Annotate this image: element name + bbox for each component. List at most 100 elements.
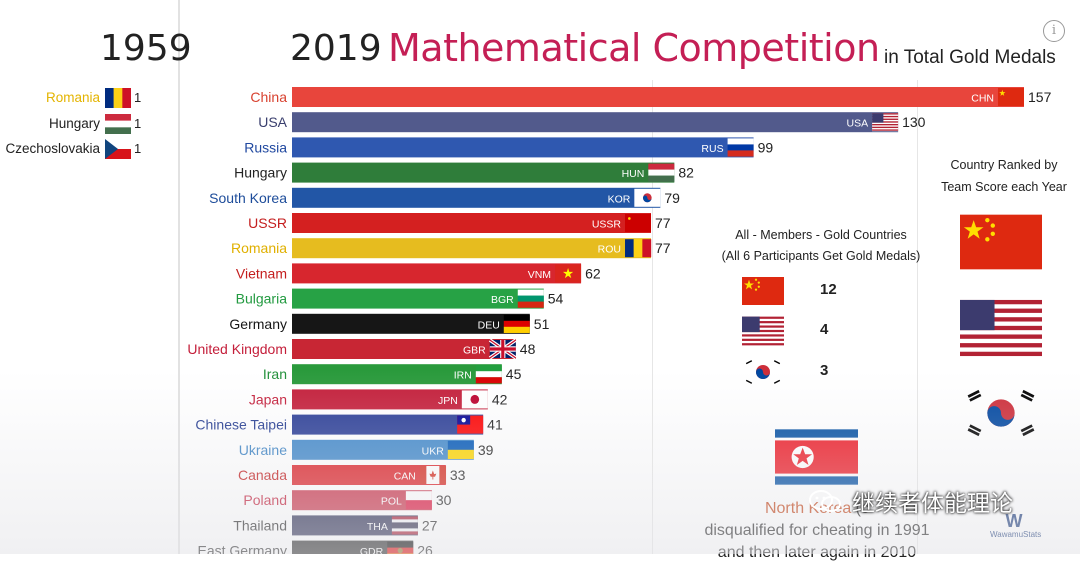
country-name-label: Canada xyxy=(238,467,287,483)
bar xyxy=(292,440,474,460)
bar-row: GDR East Germany 26 xyxy=(198,541,433,554)
value-label: 33 xyxy=(450,467,466,483)
value-label: 79 xyxy=(664,190,680,206)
value-label: 42 xyxy=(492,391,508,407)
country-name-label: Thailand xyxy=(233,517,287,533)
country-name-label: Vietnam xyxy=(236,265,287,281)
value-label: 26 xyxy=(417,543,433,554)
gold-note-line2: (All 6 Participants Get Gold Medals) xyxy=(716,246,926,267)
bar xyxy=(292,137,754,157)
china-flag-icon xyxy=(960,209,1042,275)
country-name-label: Ukraine xyxy=(239,442,287,458)
country-code-label: USA xyxy=(847,118,869,130)
value-label: 82 xyxy=(678,165,694,181)
country-code-label: KOR xyxy=(608,193,631,205)
value-label: 54 xyxy=(548,291,564,307)
country-code-label: ROU xyxy=(598,244,621,256)
north-korea-flag-icon xyxy=(775,424,858,490)
value-label: 62 xyxy=(585,265,601,281)
bar-row: HUN Hungary 82 xyxy=(234,163,694,183)
bar-row: KOR South Korea 79 xyxy=(209,188,680,208)
flag-icon xyxy=(490,340,516,358)
country-code-label: GBR xyxy=(463,345,486,357)
china-flag-icon xyxy=(742,275,784,307)
country-code-label: IRN xyxy=(454,370,472,382)
flag-icon xyxy=(476,365,502,383)
bar-row: UKR Ukraine 39 xyxy=(239,440,494,460)
logo-text: WawamuStats xyxy=(990,530,1038,539)
country-name-label: USA xyxy=(258,114,287,130)
country-code-label: DEU xyxy=(478,319,500,331)
country-code-label: HUN xyxy=(622,168,645,180)
bar-row: VNM Vietnam 62 xyxy=(236,263,601,283)
gold-count: 3 xyxy=(820,362,828,379)
value-label: 130 xyxy=(902,114,926,130)
country-name-label: Chinese Taipei xyxy=(195,417,287,433)
flag-icon xyxy=(518,290,544,308)
north-korea-note-line2: disqualified for cheating in 1991 xyxy=(704,520,930,542)
value-label: 30 xyxy=(436,492,452,508)
korea-flag-icon xyxy=(960,380,1042,446)
bar xyxy=(292,389,488,409)
country-name-label: Romania xyxy=(231,240,287,256)
country-name-label: East Germany xyxy=(198,543,287,554)
country-code-label: CHN xyxy=(971,93,994,105)
bar xyxy=(292,163,674,183)
rank-note: Country Ranked by Team Score each Year xyxy=(936,154,1072,198)
flag-icon xyxy=(504,315,530,333)
gold-count: 4 xyxy=(820,321,828,338)
country-code-label: GDR xyxy=(360,546,384,554)
country-name-label: United Kingdom xyxy=(187,341,287,357)
country-code-label: POL xyxy=(381,496,402,508)
value-label: 99 xyxy=(758,139,774,155)
country-code-label: UKR xyxy=(422,445,445,457)
value-label: 157 xyxy=(1028,89,1052,105)
flag-icon xyxy=(420,466,446,484)
bar-row: USA USA 130 xyxy=(258,112,925,132)
country-name-label: Iran xyxy=(263,366,287,382)
flag-icon xyxy=(406,491,432,509)
country-name-label: Hungary xyxy=(234,165,287,181)
flag-icon xyxy=(998,88,1024,106)
gold-note: All - Members - Gold Countries (All 6 Pa… xyxy=(716,225,926,267)
usa-flag-icon xyxy=(960,295,1042,361)
bar xyxy=(292,415,483,435)
flag-icon xyxy=(462,390,488,408)
country-name-label: USSR xyxy=(248,215,287,231)
country-code-label: JPN xyxy=(438,395,458,407)
value-label: 77 xyxy=(655,240,671,256)
gold-note-line1: All - Members - Gold Countries xyxy=(716,225,926,246)
country-name-label: South Korea xyxy=(209,190,287,206)
flag-icon xyxy=(872,113,898,131)
gold-count: 12 xyxy=(820,281,837,298)
country-name-label: Japan xyxy=(249,391,287,407)
korea-flag-icon xyxy=(742,356,784,388)
value-label: 77 xyxy=(655,215,671,231)
watermark: 继续者体能理论 xyxy=(852,484,1013,518)
bar-row: ROU Romania 77 xyxy=(231,238,671,258)
flag-icon xyxy=(625,239,651,257)
wechat-icon xyxy=(808,489,842,513)
flag-icon xyxy=(392,516,418,534)
bar xyxy=(292,112,898,132)
bar xyxy=(292,87,1024,107)
value-label: 27 xyxy=(422,517,438,533)
bar xyxy=(292,188,660,208)
value-label: 45 xyxy=(506,366,522,382)
bar-row: IRN Iran 45 xyxy=(263,364,522,384)
flag-icon xyxy=(625,214,651,232)
country-name-label: Bulgaria xyxy=(236,291,288,307)
country-code-label: VNM xyxy=(528,269,551,281)
usa-flag-icon xyxy=(742,315,784,347)
flag-icon xyxy=(648,164,674,182)
value-label: 39 xyxy=(478,442,494,458)
country-name-label: Poland xyxy=(243,492,287,508)
